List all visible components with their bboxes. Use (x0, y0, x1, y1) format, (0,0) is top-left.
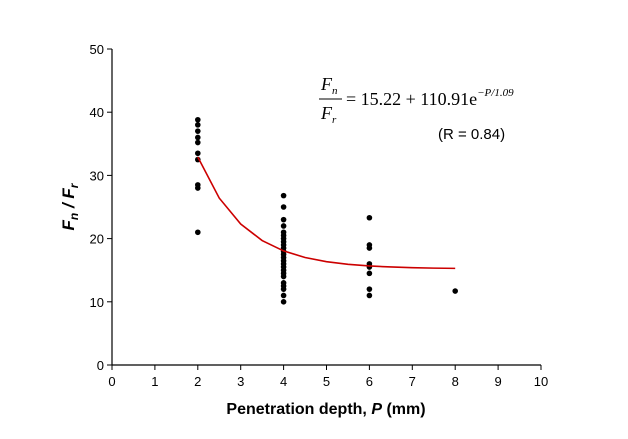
data-point (366, 270, 373, 277)
y-tick-label: 10 (90, 295, 104, 310)
y-label-sub: r (67, 182, 81, 188)
x-tick-label: 5 (323, 374, 330, 389)
eq-exponent: −P/1.09 (477, 87, 514, 99)
x-tick-label: 0 (108, 374, 115, 389)
y-tick-label: 0 (97, 358, 104, 373)
y-label-part: / (59, 199, 78, 213)
y-label-sub: n (67, 213, 81, 220)
y-tick-label: 30 (90, 168, 104, 183)
y-label-part: F (59, 188, 78, 199)
x-label-text: Penetration depth, (226, 401, 371, 418)
x-tick-label: 3 (237, 374, 244, 389)
data-point (195, 116, 201, 123)
data-point (280, 192, 287, 199)
data-point (280, 216, 287, 223)
y-tick-label: 20 (90, 232, 104, 247)
data-point (280, 204, 287, 210)
eq-part: F (320, 103, 333, 123)
eq-sub: r (332, 114, 337, 126)
data-point (195, 229, 201, 236)
x-label-unit: (mm) (382, 401, 426, 418)
y-tick-label: 50 (90, 42, 104, 57)
y-label-part: F (59, 219, 78, 230)
data-point (195, 150, 201, 157)
eq-part: = 15.22 + 110.91e (346, 89, 477, 109)
data-point (280, 286, 287, 292)
x-tick-label: 7 (409, 374, 416, 389)
data-point (280, 292, 287, 299)
x-tick-label: 6 (366, 374, 373, 389)
eq-numerator: Fn (320, 74, 338, 97)
data-point (195, 122, 201, 128)
data-point (195, 139, 201, 146)
data-point (366, 286, 373, 292)
x-axis-label: Penetration depth, P (mm) (226, 401, 425, 418)
data-point (280, 299, 287, 305)
data-point (195, 128, 201, 134)
x-tick-label: 1 (151, 374, 158, 389)
data-point (280, 223, 287, 229)
y-axis-label: Fn / Fr (59, 182, 81, 230)
x-tick-label: 10 (534, 374, 548, 389)
data-point (195, 134, 201, 141)
data-point (366, 292, 373, 299)
data-point (366, 214, 373, 221)
annotation: (R = 0.84) (438, 126, 505, 143)
y-tick-label: 40 (90, 105, 104, 120)
data-point (366, 245, 373, 251)
data-point (280, 273, 287, 280)
eq-rhs: = 15.22 + 110.91e−P/1.09 (346, 87, 514, 109)
x-tick-label: 9 (494, 374, 501, 389)
data-point (452, 288, 459, 294)
x-label-symbol: P (371, 401, 382, 418)
eq-part: F (320, 74, 333, 94)
equation: Fn Fr = 15.22 + 110.91e−P/1.09 (319, 74, 514, 126)
eq-sub: n (332, 85, 338, 97)
eq-denominator: Fr (320, 103, 337, 126)
data-point (195, 185, 201, 191)
fit-curve (197, 156, 456, 270)
x-tick-label: 4 (280, 374, 287, 389)
x-tick-label: 2 (194, 374, 201, 389)
x-tick-label: 8 (452, 374, 459, 389)
